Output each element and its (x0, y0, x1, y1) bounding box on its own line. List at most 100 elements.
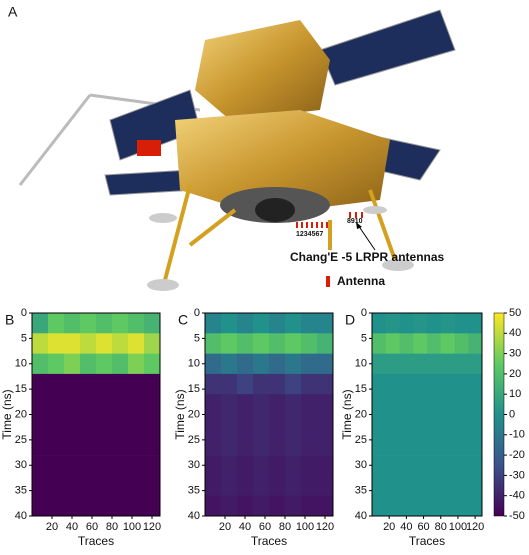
heatmap-cell (399, 495, 414, 517)
heatmap-cell (237, 414, 254, 436)
heatmap-cell (48, 333, 65, 354)
x-tick-label: 120 (466, 521, 484, 533)
heatmap-cell (48, 434, 65, 456)
heatmap-cell (80, 333, 97, 354)
heatmap-cell (205, 434, 222, 456)
colorbar-tick-label: -20 (509, 449, 525, 461)
heatmap-cell (301, 373, 318, 395)
heatmap-cell (427, 313, 442, 334)
heatmap-cell (301, 455, 318, 476)
y-tick-label: 35 (355, 485, 367, 497)
heatmap-cell (454, 455, 469, 476)
heatmap-cell (221, 434, 238, 456)
heatmap-cell (128, 455, 145, 476)
heatmap-cell (128, 313, 145, 334)
colorbar-tick-label: 0 (509, 408, 515, 420)
heatmap-cell (80, 455, 97, 476)
heatmap-cell (80, 495, 97, 517)
heatmap-cell (454, 434, 469, 456)
y-tick-label: 10 (188, 358, 200, 370)
heatmap-cell (32, 394, 49, 415)
heatmap-cell (427, 333, 442, 354)
lander-illustration (18, 9, 456, 291)
heatmap-cell (253, 434, 270, 456)
heatmap-cell (317, 455, 334, 476)
heatmap-cell (385, 373, 400, 395)
x-tick-label: 80 (106, 521, 118, 533)
heatmap-cell (221, 333, 238, 354)
heatmap-cell (317, 353, 334, 375)
heatmap-cell (317, 373, 334, 395)
heatmap-cell (96, 455, 113, 476)
heatmap-cell (301, 434, 318, 456)
x-axis-label: Traces (78, 534, 114, 548)
heatmap-cell (269, 373, 286, 395)
x-tick-label: 40 (239, 521, 251, 533)
heatmap-cell (427, 414, 442, 436)
heatmap-cell (32, 495, 49, 517)
y-tick-label: 5 (194, 332, 200, 344)
heatmap-cell (454, 475, 469, 496)
heatmap-cell (372, 455, 387, 476)
heatmap-cell (48, 455, 65, 476)
heatmap-cell (112, 434, 129, 456)
heatmap-cell (372, 394, 387, 415)
panel-label: A (8, 4, 18, 20)
heatmap-cell (440, 414, 455, 436)
x-tick-label: 20 (219, 521, 231, 533)
y-tick-label: 5 (361, 332, 367, 344)
heatmap-cell (96, 313, 113, 334)
heatmap-cell (468, 434, 483, 456)
heatmap-cell (317, 333, 334, 354)
heatmap-cell (285, 373, 302, 395)
heatmap-cell (221, 455, 238, 476)
heatmap-cell (285, 353, 302, 375)
heatmap-cell (80, 434, 97, 456)
heatmap-cell (205, 373, 222, 395)
heatmap-cell (221, 313, 238, 334)
panel-label: D (345, 312, 355, 328)
heatmap-cell (253, 495, 270, 517)
heatmap-cell (64, 455, 81, 476)
heatmap-cell (269, 313, 286, 334)
heatmap-cell (253, 394, 270, 415)
y-tick-label: 10 (355, 358, 367, 370)
y-tick-label: 20 (188, 408, 200, 420)
colorbar-tick-label: -40 (509, 490, 525, 502)
y-tick-label: 40 (355, 510, 367, 522)
heatmap-cell (144, 353, 161, 375)
heatmap-cell (128, 475, 145, 496)
heatmap-cell (372, 353, 387, 375)
heatmap-cell (317, 495, 334, 517)
heatmap-cell (112, 353, 129, 375)
y-tick-label: 40 (15, 510, 27, 522)
heatmap-cell (205, 414, 222, 436)
x-tick-label: 60 (417, 521, 429, 533)
heatmap-cell (32, 414, 49, 436)
colorbar-tick-label: 20 (509, 368, 521, 380)
heatmap-cell (440, 313, 455, 334)
y-tick-label: 35 (15, 485, 27, 497)
heatmap-cell (80, 414, 97, 436)
heatmap-cell (372, 333, 387, 354)
heatmap-cell (96, 475, 113, 496)
heatmap-cell (413, 333, 428, 354)
heatmap-cell (237, 313, 254, 334)
heatmap-cell (427, 353, 442, 375)
heatmap-cell (221, 394, 238, 415)
colorbar (493, 312, 505, 517)
heatmap-cell (427, 434, 442, 456)
heatmap-cell (269, 333, 286, 354)
heatmap-cell (112, 455, 129, 476)
colorbar-tick-label: -10 (509, 429, 525, 441)
heatmap-cell (48, 414, 65, 436)
heatmap-cell (237, 394, 254, 415)
heatmap-cell (112, 475, 129, 496)
heatmap-cell (32, 313, 49, 334)
annotation: Chang'E -5 LRPR antennas (290, 250, 445, 264)
heatmap-cell (128, 434, 145, 456)
heatmap-cell (144, 333, 161, 354)
x-tick-label: 100 (123, 521, 141, 533)
heatmap-cell (399, 475, 414, 496)
